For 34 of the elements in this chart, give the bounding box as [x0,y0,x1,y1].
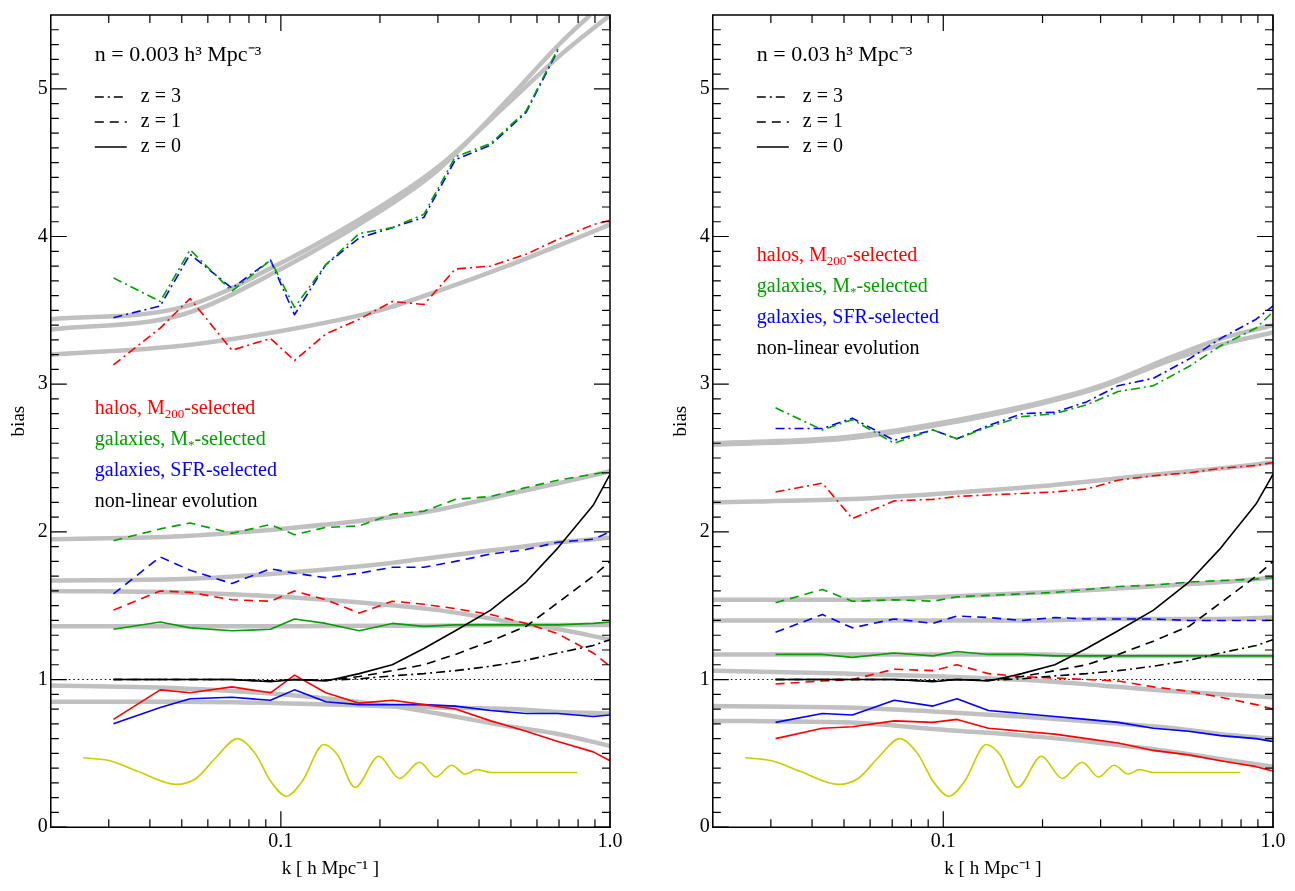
text: galaxies, SFR-selected [94,458,277,482]
x-axis-title: k [ h Mpc⁻¹ ] [281,856,379,878]
legend-label: z = 3 [802,84,843,107]
y-axis-title: bias [669,405,691,437]
y-tick-label: 1 [699,666,710,689]
y-tick-label: 5 [699,76,710,99]
y-tick-label: 4 [699,223,710,246]
y-axis-title: bias [7,405,29,437]
legend-label: z = 0 [140,134,181,157]
y-tick-label: 2 [37,519,48,542]
y-tick-label: 3 [699,371,710,394]
x-tick-label: 0.1 [268,829,294,852]
y-tick-label: 3 [37,371,48,394]
text: galaxies, M*-selected [94,427,266,453]
legend-label: z = 1 [802,109,843,132]
x-tick-label: 0.1 [930,829,956,852]
annotation: non-linear evolution [94,489,258,512]
y-tick-label: 2 [699,519,710,542]
x-tick-label: 1.0 [597,829,623,852]
text: galaxies, M*-selected [756,274,928,300]
y-tick-label: 1 [37,666,48,689]
annotation: n = 0.03 h³ Mpc⁻³ [756,40,913,66]
x-tick-label: 1.0 [1260,829,1286,852]
annotation: n = 0.003 h³ Mpc⁻³ [94,40,262,66]
text: galaxies, SFR-selected [756,305,939,329]
legend-label: z = 1 [140,109,181,132]
y-tick-label: 0 [699,814,710,837]
annotation: non-linear evolution [756,336,920,359]
y-tick-label: 0 [37,814,48,837]
legend-label: z = 3 [140,84,181,107]
y-tick-label: 4 [37,223,48,246]
x-axis-title: k [ h Mpc⁻¹ ] [944,856,1042,878]
legend-label: z = 0 [802,134,843,157]
y-tick-label: 5 [37,76,48,99]
